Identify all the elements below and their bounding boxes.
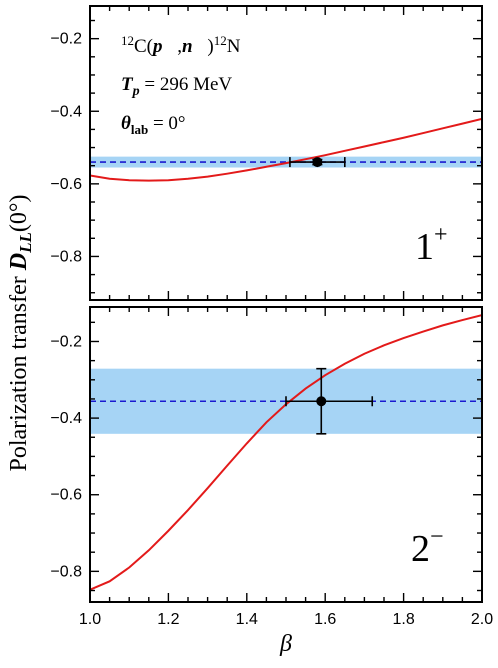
x-axis-label: β (279, 631, 292, 657)
y-tick-label: −0.2 (50, 333, 82, 350)
x-tick-label: 1.4 (236, 611, 258, 628)
panel-1plus-frame (89, 5, 483, 301)
panel-1plus-data-point (289, 157, 346, 168)
tick-labels: −0.2 −0.4 −0.6 −0.8 −0.2 −0.4 −0.6 −0.8 1.0 1.2 1.… (50, 31, 493, 628)
y-tick-label: −0.6 (50, 176, 82, 193)
panel-2minus (90, 314, 482, 591)
y-tick-label: −0.4 (50, 103, 82, 120)
y-tick-label: −0.4 (50, 410, 82, 427)
panel-2minus-frame (89, 306, 483, 603)
panel-2minus-label: 2− (411, 524, 444, 570)
svg-text:θlab = 0°: θlab = 0° (121, 113, 186, 137)
panel-1plus (90, 117, 482, 182)
x-tick-label: 1.6 (314, 611, 336, 628)
panel-1plus-theory-curve (90, 117, 482, 182)
ticks (89, 6, 483, 602)
panel-2minus-data-point (285, 367, 374, 435)
x-tick-label: 1.0 (79, 611, 101, 628)
x-tick-label: 1.8 (392, 611, 414, 628)
y-tick-label: −0.2 (50, 31, 82, 48)
data-point-marker (312, 157, 323, 168)
y-tick-label: −0.8 (50, 248, 82, 265)
y-tick-label: −0.8 (50, 563, 82, 580)
panel-1plus-label: 1+ (415, 222, 448, 268)
reaction-annotation: 12C(p⃗,n⃗)12N Tp = 296 MeV θlab = 0° (121, 33, 241, 137)
y-tick-label: −0.6 (50, 487, 82, 504)
data-point-marker (316, 396, 327, 407)
x-tick-label: 1.2 (157, 611, 179, 628)
y-axis-label: Polarization transfer DLL(0°) (6, 195, 35, 472)
x-tick-label: 2.0 (471, 611, 493, 628)
svg-text:12C(p⃗,n⃗)12N: 12C(p⃗,n⃗)12N (121, 33, 241, 57)
svg-text:Tp = 296 MeV: Tp = 296 MeV (121, 74, 232, 99)
